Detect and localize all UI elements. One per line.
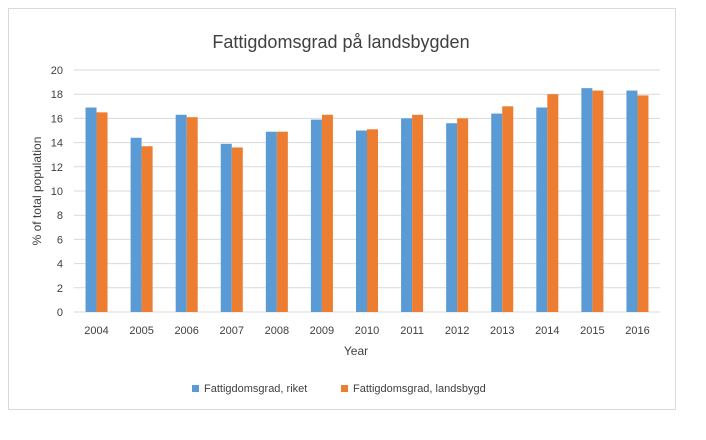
y-tick-label: 0 [57,307,63,319]
legend-swatch-landsbygd [341,385,348,392]
bar-riket-2015 [581,88,593,313]
bar-landsbygd-2014 [547,94,559,312]
bar-landsbygd-2015 [592,90,604,312]
x-tick-label: 2009 [310,325,334,337]
x-tick-label: 2010 [355,325,379,337]
gridlines [74,69,660,313]
bar-landsbygd-2011 [412,114,424,313]
x-axis-label: Year [344,344,368,358]
bar-riket-2008 [265,131,277,312]
x-tick-label: 2012 [445,325,469,337]
bar-landsbygd-2010 [367,129,378,312]
x-tick-labels: 2004 2005 2006 2007 2008 2009 2010 2011 2012 2013… [84,325,649,337]
y-tick-label: 20 [51,65,63,77]
bar-riket-2005 [130,137,142,312]
y-tick-label: 18 [51,89,63,101]
y-tick-label: 10 [51,186,63,198]
x-tick-label: 2013 [490,325,514,337]
bar-landsbygd-2006 [186,117,198,312]
bar-riket-2009 [310,119,322,312]
bar-riket-2007 [220,143,232,312]
legend-label-landsbygd: Fattigdomsgrad, landsbygd [353,383,486,395]
x-tick-label: 2008 [265,325,289,337]
x-tick-label: 2007 [220,325,244,337]
y-tick-label: 6 [57,234,63,246]
bar-riket-2011 [401,118,413,313]
bar-riket-2013 [491,113,503,312]
bar-riket-2004 [85,107,97,312]
bar-landsbygd-2013 [502,106,514,312]
chart-frame [8,8,676,410]
x-tick-label: 2004 [84,325,108,337]
bar-landsbygd-2012 [457,118,469,313]
legend-label-riket: Fattigdomsgrad, riket [204,383,307,395]
bar-riket-2014 [536,107,548,312]
bar-riket-2010 [356,130,367,312]
chart-title: Fattigdomsgrad på landsbygden [212,32,469,52]
x-tick-label: 2005 [129,325,153,337]
bar-landsbygd-2005 [141,146,153,312]
bar-riket-2016 [626,90,638,312]
bars [85,88,649,313]
bar-landsbygd-2016 [637,95,649,312]
bar-landsbygd-2009 [321,114,333,313]
bar-riket-2012 [446,123,458,313]
y-tick-label: 12 [51,162,63,174]
x-tick-label: 2014 [535,325,559,337]
x-tick-label: 2016 [625,325,649,337]
y-tick-label: 8 [57,210,63,222]
y-tick-label: 2 [57,283,63,295]
y-axis-label: % of total population [30,137,44,246]
x-tick-label: 2011 [400,325,424,337]
bar-riket-2006 [175,114,187,313]
legend: Fattigdomsgrad, riket Fattigdomsgrad, lan… [192,383,486,395]
y-tick-label: 4 [57,259,63,271]
legend-swatch-riket [192,385,199,392]
bar-landsbygd-2008 [276,131,288,312]
y-tick-label: 14 [51,138,63,150]
x-tick-label: 2015 [580,325,604,337]
bar-landsbygd-2004 [96,112,108,312]
y-tick-label: 16 [51,113,63,125]
y-tick-labels: 0 2 4 6 8 10 12 14 16 18 20 [51,65,63,319]
bar-landsbygd-2007 [231,147,243,312]
x-tick-label: 2006 [174,325,198,337]
